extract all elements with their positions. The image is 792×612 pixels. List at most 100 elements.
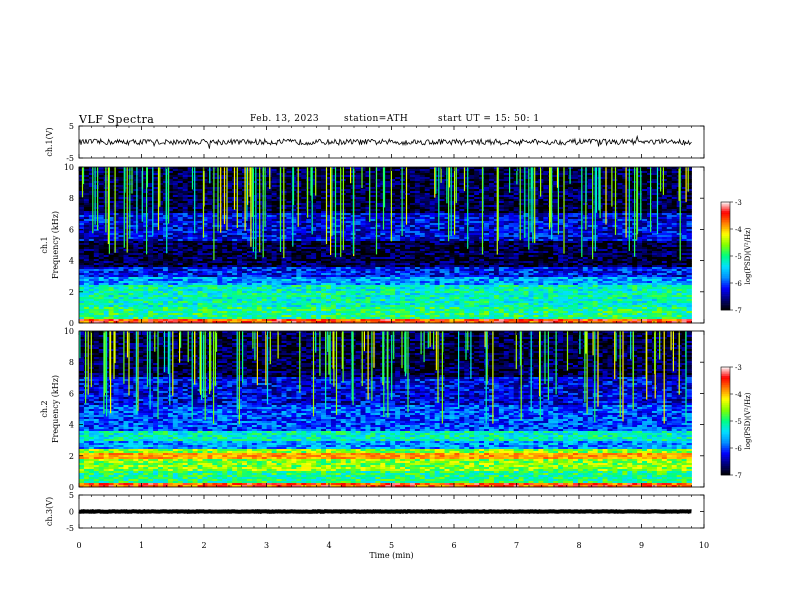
spectrogram-cell (118, 187, 124, 190)
spectrogram-cell (93, 185, 100, 188)
spectrogram-cell (400, 171, 406, 174)
spectrogram-cell (365, 189, 371, 192)
spectrogram-cell (93, 181, 100, 184)
spectrogram-cell (182, 191, 189, 194)
spectrogram-cell (647, 167, 653, 170)
spectrogram-cell (197, 181, 203, 184)
spectrogram-cell (311, 177, 317, 180)
spectrogram-cell (172, 181, 179, 184)
spectrogram-cell (400, 187, 406, 190)
spectrogram-cell (671, 173, 678, 176)
spectrogram-cell (113, 189, 119, 192)
spectrogram-cell (227, 177, 233, 180)
spectrogram-cell (568, 185, 574, 188)
spectrogram-cell (647, 189, 653, 192)
spectrogram-cell (360, 175, 366, 178)
spectrogram-cell (227, 169, 233, 172)
spectrogram-cell (113, 175, 119, 178)
spectrogram-cell (409, 189, 416, 192)
spectrogram-cell (143, 191, 149, 194)
spectrogram-cell (98, 175, 105, 178)
spectrogram-cell (207, 191, 213, 194)
spectrogram-cell (553, 179, 559, 182)
spectrogram-cell (395, 167, 401, 170)
spectrogram-cell (607, 183, 613, 186)
spectrogram-cell (424, 185, 431, 188)
spectrogram-cell (167, 183, 174, 186)
spectrogram-cell (118, 189, 124, 192)
spectrogram-cell (167, 179, 174, 182)
spectrogram-cell (642, 167, 648, 170)
spectrogram-cell (405, 189, 411, 192)
spectrogram-cell (572, 185, 579, 188)
spectrogram-cell (197, 167, 203, 170)
spectrogram-cell (666, 173, 673, 176)
spectrogram-cell (424, 177, 431, 180)
spectrogram-cell (365, 181, 371, 184)
spectrogram-cell (681, 179, 687, 182)
spectrogram-cell (479, 189, 485, 192)
spectrogram-cell (365, 191, 371, 194)
spectrogram-cell (671, 167, 678, 170)
spectrogram-cell (484, 187, 490, 190)
spectrogram-cell (642, 171, 648, 174)
spectrogram-cell (572, 173, 579, 176)
spectrogram-cell (661, 169, 668, 172)
spectrogram-cell (642, 175, 648, 178)
spectrogram-cell (79, 181, 85, 184)
spectrogram-cell (197, 169, 203, 172)
spectrogram-cell (622, 173, 628, 176)
spectrogram-cell (523, 173, 529, 176)
spectrogram-cell (602, 175, 608, 178)
spectrogram-cell (153, 181, 159, 184)
spectrogram-cell (251, 175, 258, 178)
spectrogram-cell (276, 181, 282, 184)
spectrogram-cell (568, 189, 574, 192)
spectrogram-cell (271, 185, 277, 188)
spectrogram-cell (355, 187, 361, 190)
spectrogram-cell (533, 169, 539, 172)
spectrogram-cell (671, 169, 678, 172)
spectrogram-cell (563, 167, 569, 170)
spectrogram-cell (498, 173, 505, 176)
spectrogram-cell (617, 173, 623, 176)
spectrogram-cell (271, 177, 277, 180)
spectrogram-cell (498, 167, 505, 170)
spectrogram-cell (617, 191, 623, 194)
spectrogram-cell (113, 171, 119, 174)
spectrogram-cell (123, 189, 129, 192)
spectrogram-cell (429, 187, 436, 190)
spectrogram-cell (98, 183, 105, 186)
spectrogram-cell (439, 181, 445, 184)
spectrogram-cell (143, 189, 149, 192)
spectrogram-cell (133, 179, 139, 182)
spectrogram-cell (330, 169, 337, 172)
spectrogram-cell (577, 171, 584, 174)
spectrogram-cell (474, 177, 480, 180)
spectrogram-cell (385, 181, 391, 184)
spectrogram-cell (325, 189, 332, 192)
spectrogram-cell (577, 177, 584, 180)
spectrogram-cell (375, 169, 381, 172)
spectrogram-cell (360, 185, 366, 188)
spectrogram-cell (405, 177, 411, 180)
spectrogram-cell (533, 183, 539, 186)
spectrogram-cell (449, 173, 455, 176)
spectrogram-cell (414, 187, 421, 190)
spectrogram-cell (503, 189, 510, 192)
spectrogram-cell (148, 183, 154, 186)
spectrogram-cell (261, 187, 268, 190)
spectrogram-cell (405, 191, 411, 194)
spectrogram-cell (409, 183, 416, 186)
spectrogram-cell (637, 167, 643, 170)
spectrogram-cell (301, 179, 307, 182)
spectrogram-cell (434, 177, 440, 180)
spectrogram-cell (261, 173, 268, 176)
spectrogram-cell (182, 183, 189, 186)
spectrogram-cell (93, 183, 100, 186)
spectrogram-cell (449, 191, 455, 194)
spectrogram-cell (607, 173, 613, 176)
spectrogram-cell (330, 181, 337, 184)
spectrogram-cell (454, 175, 460, 178)
